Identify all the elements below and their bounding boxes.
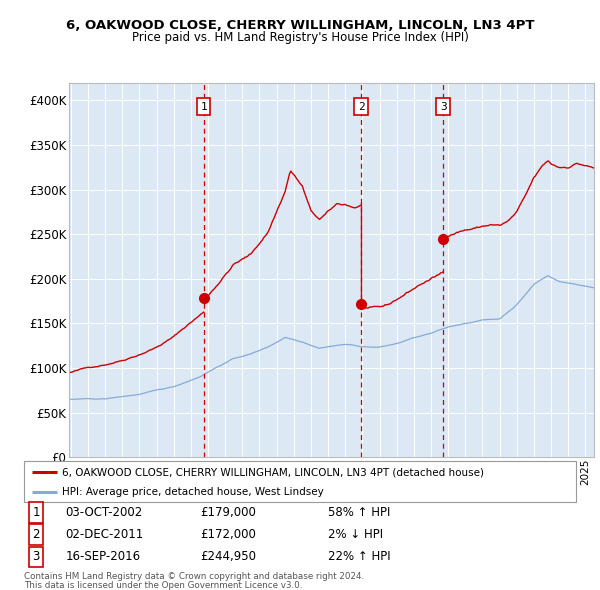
- Text: 58% ↑ HPI: 58% ↑ HPI: [328, 506, 390, 519]
- Text: HPI: Average price, detached house, West Lindsey: HPI: Average price, detached house, West…: [62, 487, 323, 497]
- Text: 2: 2: [32, 528, 40, 541]
- Text: Contains HM Land Registry data © Crown copyright and database right 2024.: Contains HM Land Registry data © Crown c…: [24, 572, 364, 581]
- Text: Price paid vs. HM Land Registry's House Price Index (HPI): Price paid vs. HM Land Registry's House …: [131, 31, 469, 44]
- Text: 16-SEP-2016: 16-SEP-2016: [65, 550, 140, 563]
- Text: 6, OAKWOOD CLOSE, CHERRY WILLINGHAM, LINCOLN, LN3 4PT: 6, OAKWOOD CLOSE, CHERRY WILLINGHAM, LIN…: [66, 19, 534, 32]
- Text: 02-DEC-2011: 02-DEC-2011: [65, 528, 143, 541]
- Text: £179,000: £179,000: [200, 506, 257, 519]
- FancyBboxPatch shape: [24, 461, 576, 501]
- Text: 3: 3: [32, 550, 40, 563]
- Text: 3: 3: [440, 101, 446, 112]
- Text: 2% ↓ HPI: 2% ↓ HPI: [328, 528, 383, 541]
- Text: 1: 1: [32, 506, 40, 519]
- Text: 22% ↑ HPI: 22% ↑ HPI: [328, 550, 390, 563]
- Text: 1: 1: [200, 101, 207, 112]
- Text: This data is licensed under the Open Government Licence v3.0.: This data is licensed under the Open Gov…: [24, 581, 302, 589]
- Text: 03-OCT-2002: 03-OCT-2002: [65, 506, 143, 519]
- Text: 6, OAKWOOD CLOSE, CHERRY WILLINGHAM, LINCOLN, LN3 4PT (detached house): 6, OAKWOOD CLOSE, CHERRY WILLINGHAM, LIN…: [62, 467, 484, 477]
- Text: £172,000: £172,000: [200, 528, 257, 541]
- Text: 2: 2: [358, 101, 364, 112]
- Text: £244,950: £244,950: [200, 550, 257, 563]
